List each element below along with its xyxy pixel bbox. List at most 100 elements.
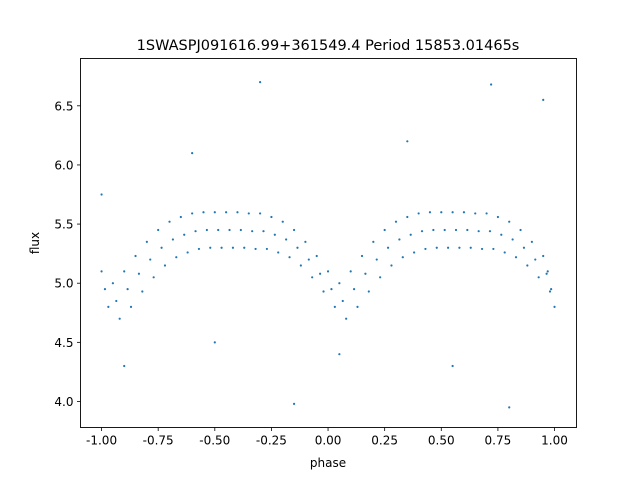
data-point <box>220 246 223 249</box>
data-point <box>550 288 553 291</box>
data-point <box>228 228 231 232</box>
data-point <box>451 364 454 368</box>
data-point <box>545 272 548 275</box>
data-point <box>469 246 472 249</box>
data-point <box>508 220 511 223</box>
data-point <box>383 228 386 232</box>
data-point <box>417 212 420 215</box>
x-tick-label: -0.50 <box>199 434 230 448</box>
data-point <box>100 193 103 196</box>
data-point <box>375 258 378 261</box>
data-point <box>446 246 450 249</box>
data-point <box>537 276 540 279</box>
data-point <box>281 220 284 223</box>
data-point <box>428 211 432 214</box>
data-point <box>123 270 126 273</box>
data-point <box>333 305 336 308</box>
data-point <box>485 212 488 215</box>
data-point <box>231 246 235 249</box>
data-point <box>424 247 427 251</box>
data-point <box>443 228 446 232</box>
data-point <box>259 212 262 215</box>
data-point <box>288 256 291 259</box>
data-point <box>243 246 246 249</box>
data-point <box>466 228 469 232</box>
data-point <box>432 228 435 232</box>
data-point <box>265 247 268 251</box>
data-point <box>500 233 503 236</box>
data-point <box>413 251 416 254</box>
data-point <box>477 230 480 233</box>
x-tick-label: -0.25 <box>256 434 287 448</box>
data-point <box>440 211 443 214</box>
data-point <box>322 290 325 293</box>
data-point <box>160 246 163 249</box>
data-point <box>213 341 216 344</box>
data-point <box>137 272 141 275</box>
data-point <box>126 288 129 291</box>
data-point <box>349 270 352 273</box>
data-point <box>129 305 133 308</box>
data-point <box>205 228 208 232</box>
data-point <box>304 240 307 243</box>
data-point <box>259 81 262 84</box>
data-point <box>115 299 118 303</box>
data-point <box>217 228 220 232</box>
data-point <box>168 220 171 223</box>
data-point <box>326 270 330 273</box>
y-axis-label: flux <box>28 232 42 254</box>
data-point <box>488 230 492 233</box>
y-tick-label: 4.5 <box>54 336 73 350</box>
data-point <box>179 215 182 219</box>
data-point <box>398 238 401 241</box>
data-point <box>296 246 299 249</box>
data-point <box>315 254 318 258</box>
x-tick-label: 0.75 <box>485 434 512 448</box>
data-point <box>345 317 348 320</box>
data-point <box>451 211 454 214</box>
data-point <box>503 251 506 254</box>
data-point <box>145 240 148 243</box>
data-point <box>239 228 242 232</box>
data-point <box>534 258 537 261</box>
data-point <box>462 211 466 214</box>
data-point <box>292 402 296 405</box>
data-point <box>379 276 382 279</box>
data-point <box>103 288 107 291</box>
x-tick-label: 0.25 <box>371 434 398 448</box>
x-tick-label: -1.00 <box>86 434 117 448</box>
data-point <box>236 211 239 214</box>
x-tick-label: 0.00 <box>315 434 342 448</box>
data-point <box>338 353 341 356</box>
data-point <box>546 270 549 273</box>
data-point <box>292 228 296 232</box>
data-point <box>406 140 409 143</box>
data-point <box>508 406 511 409</box>
data-point <box>285 238 288 241</box>
data-point <box>492 247 495 251</box>
data-point <box>530 240 533 243</box>
data-point <box>511 238 514 241</box>
data-point <box>183 233 186 236</box>
data-point <box>273 233 276 236</box>
data-point <box>367 290 370 293</box>
data-point <box>171 238 175 241</box>
data-point <box>251 230 254 233</box>
x-tick-label: 0.50 <box>428 434 455 448</box>
data-point <box>496 215 500 219</box>
x-axis: -1.00 -0.75 -0.50 -0.25 0.00 0.25 0.50 0.75 1.00 <box>86 427 568 448</box>
data-point <box>330 288 333 291</box>
data-point <box>118 317 121 320</box>
data-point <box>526 264 529 267</box>
y-tick-label: 5.0 <box>54 277 73 291</box>
y-tick-label: 5.5 <box>54 218 73 232</box>
data-point <box>553 305 556 308</box>
data-point <box>394 220 398 223</box>
data-point <box>480 247 484 251</box>
data-points <box>100 81 556 409</box>
y-tick-label: 6.0 <box>54 158 73 172</box>
data-point <box>197 247 201 251</box>
data-point <box>490 83 493 86</box>
data-point <box>191 152 194 155</box>
